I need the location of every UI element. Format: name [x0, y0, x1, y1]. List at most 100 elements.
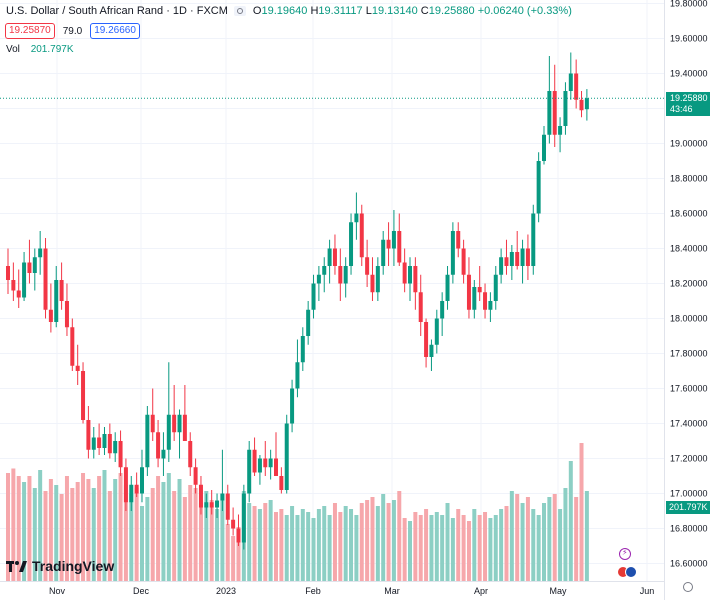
- volume-bar: [483, 512, 488, 581]
- volume-bar: [386, 503, 391, 581]
- candle-body: [215, 500, 220, 508]
- volume-bar: [574, 497, 579, 581]
- candle-body: [290, 388, 295, 424]
- price-axis-label: 18.60000: [670, 209, 708, 219]
- candle-body: [107, 434, 112, 454]
- volume-bar: [332, 503, 337, 581]
- volume-bar: [59, 494, 64, 581]
- volume-bar: [391, 500, 396, 581]
- volume-bar: [327, 515, 332, 581]
- eye-icon[interactable]: [233, 6, 246, 16]
- volume-bar: [220, 494, 225, 581]
- candle-body: [461, 248, 466, 275]
- candle-body: [402, 262, 407, 284]
- candle-body: [397, 231, 402, 263]
- candle-body: [43, 248, 48, 310]
- candle-body: [177, 414, 182, 433]
- candle-body: [365, 257, 370, 275]
- sell-price-button[interactable]: 19.25870: [5, 23, 55, 39]
- candle-body: [150, 414, 155, 433]
- volume-bar: [279, 509, 284, 581]
- candle-body: [134, 484, 139, 494]
- volume-bar: [263, 503, 268, 581]
- price-axis-label: 18.00000: [670, 314, 708, 324]
- last-price-tag: 19.25880 43:46: [666, 92, 710, 117]
- volume-bar: [563, 488, 568, 581]
- candle-body: [193, 467, 198, 485]
- candle-body: [27, 262, 32, 273]
- candle-body: [241, 493, 246, 543]
- price-axis-label: 19.80000: [670, 0, 708, 9]
- volume-bar: [274, 512, 278, 581]
- volume-bar: [365, 500, 370, 581]
- candle-body: [198, 484, 203, 508]
- volume-label[interactable]: Vol: [6, 44, 20, 55]
- event-flag-icon[interactable]: [625, 566, 637, 578]
- volume-bar: [193, 488, 198, 581]
- candle-body: [386, 239, 391, 249]
- ohlc-values: O19.19640 H19.31117 L19.13140 C19.25880 …: [252, 5, 572, 17]
- volume-bar: [161, 482, 166, 581]
- volume-bar: [354, 515, 359, 581]
- symbol-title[interactable]: U.S. Dollar / South African Rand · 1D · …: [6, 5, 228, 17]
- candle-body: [172, 414, 177, 433]
- time-axis-label: Apr: [474, 586, 488, 596]
- price-axis-label: 19.60000: [670, 34, 708, 44]
- volume-value: 201.797K: [30, 44, 74, 55]
- high-value: 19.31117: [318, 5, 363, 17]
- candle-body: [54, 280, 59, 322]
- candle-body: [552, 91, 557, 135]
- tradingview-logo[interactable]: TradingView: [6, 558, 114, 574]
- lightning-icon[interactable]: [619, 548, 631, 560]
- volume-bar: [322, 506, 327, 581]
- volume-bar: [129, 494, 134, 581]
- price-axis-label: 16.80000: [670, 524, 708, 534]
- candle-body: [295, 362, 300, 389]
- candle-body: [209, 502, 214, 508]
- candle-body: [64, 301, 69, 328]
- volume-bar: [54, 485, 59, 581]
- candle-body: [547, 91, 552, 135]
- volume-bar: [418, 515, 423, 581]
- volume-bar: [252, 506, 257, 581]
- volume-bar: [150, 488, 155, 581]
- volume-bar: [509, 491, 514, 581]
- candle-body: [59, 280, 64, 301]
- volume-bar: [145, 497, 150, 581]
- volume-legend: Vol 201.797K: [6, 44, 74, 55]
- candle-body: [204, 502, 209, 508]
- volume-bar: [456, 509, 461, 581]
- volume-bar: [424, 509, 429, 581]
- candle-body: [91, 437, 96, 450]
- close-value: 19.25880: [428, 5, 475, 17]
- volume-bar: [306, 512, 311, 581]
- candle-body: [48, 309, 53, 322]
- candle-body: [188, 441, 193, 468]
- candle-body: [118, 441, 123, 468]
- buy-price-button[interactable]: 19.26660: [90, 23, 140, 39]
- candle-body: [311, 283, 316, 310]
- price-axis-label: 17.00000: [670, 489, 708, 499]
- volume-bar: [440, 515, 445, 581]
- candle-body: [156, 432, 161, 459]
- gear-icon[interactable]: [683, 582, 693, 592]
- volume-bar: [499, 509, 504, 581]
- candle-body: [381, 239, 386, 266]
- candle-body: [161, 449, 166, 459]
- bar-countdown: 43:46: [670, 104, 693, 115]
- candle-body: [22, 262, 27, 298]
- volume-bar: [375, 506, 380, 581]
- volume-bar: [402, 518, 407, 581]
- candle-body: [70, 327, 75, 366]
- time-axis-label: Nov: [49, 586, 66, 596]
- candle-body: [493, 274, 498, 301]
- candle-body: [359, 213, 364, 258]
- time-axis-label: Jun: [640, 586, 655, 596]
- volume-bar: [102, 470, 107, 581]
- candle-body: [375, 266, 380, 293]
- volume-bar: [295, 515, 300, 581]
- volume-bar: [123, 485, 128, 581]
- volume-bar: [209, 500, 214, 581]
- candle-body: [483, 292, 488, 310]
